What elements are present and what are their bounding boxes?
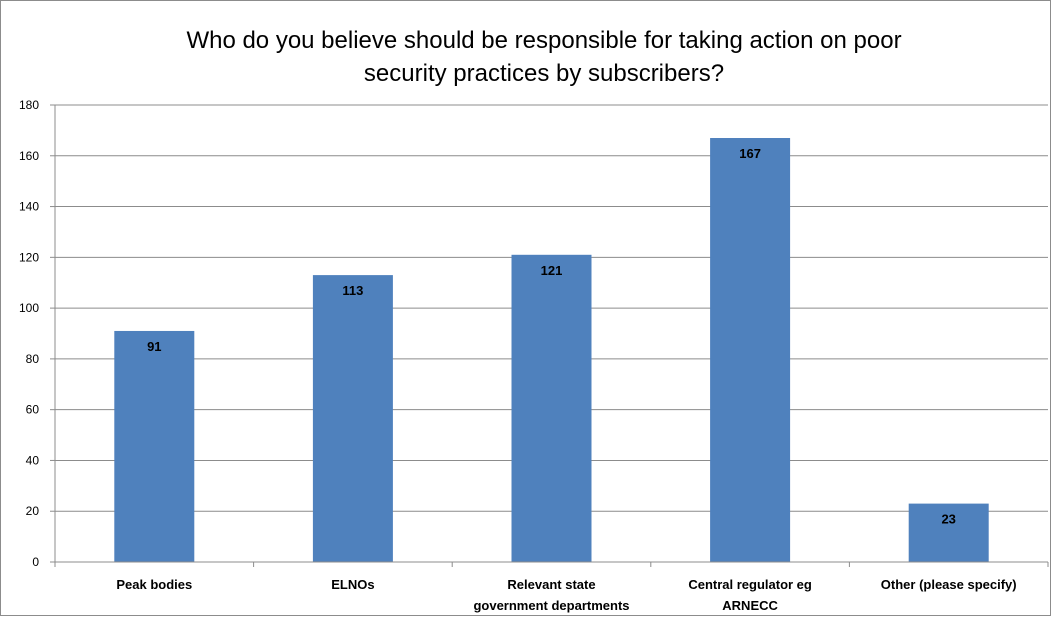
- y-tick-label: 100: [19, 301, 39, 315]
- x-axis: Peak bodies ELNOs Relevant state government…: [54, 561, 1049, 613]
- x-tick-label: ELNOs: [331, 577, 374, 592]
- bar: [511, 254, 592, 563]
- x-tick-label: Peak bodies: [116, 577, 192, 592]
- data-label: 23: [941, 512, 955, 527]
- x-tick-label: Central regulator eg: [688, 577, 812, 592]
- y-tick-label: 20: [26, 504, 40, 518]
- y-tick-label: 40: [26, 453, 40, 467]
- y-tick-label: 0: [32, 555, 39, 569]
- data-label: 121: [541, 263, 563, 278]
- x-tick-label: ARNECC: [722, 598, 778, 613]
- chart-title: Who do you believe should be responsible…: [186, 27, 901, 87]
- chart-title-line-1: Who do you believe should be responsible…: [186, 27, 901, 54]
- data-label: 167: [739, 146, 761, 161]
- y-tick-label: 180: [19, 98, 39, 112]
- y-tick-label: 140: [19, 200, 39, 214]
- y-tick-label: 60: [26, 403, 40, 417]
- y-tick-label: 160: [19, 149, 39, 163]
- data-label: 91: [147, 339, 161, 354]
- chart-title-line-2: security practices by subscribers?: [364, 60, 724, 87]
- bar: [114, 330, 195, 562]
- bars: 91 113 121 167 23: [114, 138, 989, 563]
- x-tick-label: Relevant state: [507, 577, 595, 592]
- y-tick-label: 80: [26, 352, 40, 366]
- data-label: 113: [342, 283, 363, 298]
- bar: [710, 138, 791, 562]
- x-tick-label: government departments: [473, 598, 629, 613]
- x-tick-label: Other (please specify): [881, 577, 1017, 592]
- bar: [312, 275, 393, 562]
- bar: [908, 503, 989, 562]
- y-axis: 0 20 40 60 80 100 120 140 160 180: [19, 98, 56, 569]
- y-tick-label: 120: [19, 250, 39, 264]
